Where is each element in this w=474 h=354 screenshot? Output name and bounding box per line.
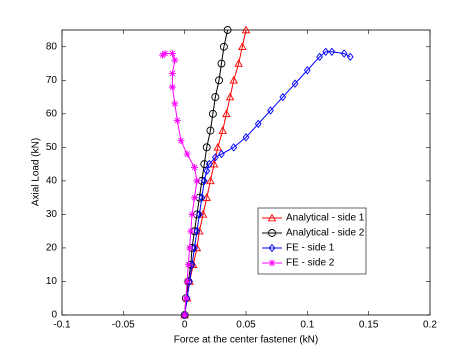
marker	[340, 49, 348, 58]
marker	[217, 59, 226, 68]
y-tick-label: 80	[46, 41, 58, 52]
x-tick-label: 0.05	[236, 320, 256, 331]
marker	[268, 259, 276, 267]
marker	[322, 47, 330, 57]
y-tick-label: 10	[46, 276, 58, 287]
marker	[225, 92, 235, 101]
legend-label: FE - side 2	[286, 258, 335, 269]
marker	[203, 166, 211, 176]
marker	[254, 119, 262, 129]
marker	[229, 75, 238, 84]
legend-label: FE - side 1	[286, 243, 335, 254]
marker	[215, 76, 223, 85]
plot-area	[61, 29, 431, 316]
marker	[267, 213, 277, 222]
marker	[291, 79, 299, 88]
marker	[230, 143, 238, 152]
marker	[222, 109, 231, 118]
marker	[181, 311, 189, 319]
marker	[190, 163, 198, 171]
legend-label: Analytical - side 2	[286, 228, 365, 239]
x-axis-label: Force at the center fastener (kN)	[174, 335, 319, 346]
marker	[182, 294, 190, 302]
marker	[159, 51, 167, 59]
x-tick-label: 0.1	[300, 320, 314, 331]
marker	[193, 177, 201, 185]
marker	[211, 153, 219, 162]
x-tick-label: -0.1	[53, 320, 71, 331]
x-tick-label: -0.05	[112, 320, 135, 331]
marker	[242, 133, 250, 142]
marker	[211, 93, 220, 102]
y-tick-label: 60	[46, 108, 58, 119]
x-tick-label: 0.15	[359, 320, 379, 331]
y-tick-label: 0	[51, 310, 57, 321]
marker	[219, 42, 228, 51]
marker	[234, 59, 243, 67]
marker	[316, 52, 323, 62]
marker	[241, 25, 251, 34]
x-tick-label: 0.2	[423, 320, 437, 331]
marker	[279, 92, 287, 102]
marker	[183, 277, 191, 285]
marker	[268, 229, 276, 237]
marker	[168, 83, 176, 91]
marker	[202, 193, 212, 201]
marker	[193, 226, 201, 236]
marker	[191, 243, 198, 253]
marker	[213, 142, 223, 151]
marker	[188, 210, 196, 218]
y-tick-label: 50	[46, 142, 58, 153]
x-tick-label: 0	[182, 320, 188, 331]
marker	[218, 149, 225, 159]
series-line	[184, 29, 229, 316]
y-tick-label: 20	[46, 243, 58, 254]
marker	[183, 150, 191, 158]
marker	[198, 193, 206, 202]
marker	[187, 227, 195, 235]
marker	[303, 66, 311, 75]
marker	[223, 26, 232, 34]
marker	[198, 209, 208, 218]
marker	[184, 261, 192, 269]
marker	[346, 52, 354, 62]
legend-label: Analytical - side 1	[286, 213, 365, 224]
marker	[202, 143, 211, 152]
series-line	[184, 51, 351, 316]
marker	[190, 194, 198, 202]
marker	[200, 176, 208, 186]
marker	[218, 126, 227, 134]
marker	[171, 100, 179, 108]
y-tick-label: 40	[46, 176, 58, 187]
marker	[268, 243, 276, 253]
marker	[267, 106, 274, 115]
legend: Analytical - side 1 Analytical - side 2 FE…	[257, 207, 367, 275]
marker	[168, 49, 176, 57]
y-axis-label: Axial Load (kN)	[31, 138, 42, 206]
marker	[205, 159, 213, 169]
marker	[238, 42, 247, 51]
marker	[206, 176, 215, 185]
marker	[161, 49, 169, 57]
marker	[328, 47, 336, 57]
marker	[196, 210, 203, 219]
y-tick-label: 70	[46, 75, 58, 86]
y-tick-label: 30	[46, 209, 58, 220]
marker	[177, 137, 185, 145]
marker	[168, 70, 176, 78]
marker	[171, 56, 179, 64]
marker	[200, 160, 209, 169]
marker	[209, 159, 219, 168]
marker	[206, 126, 215, 135]
marker	[188, 260, 196, 269]
marker	[186, 244, 194, 252]
marker	[208, 109, 217, 118]
marker	[173, 117, 181, 125]
